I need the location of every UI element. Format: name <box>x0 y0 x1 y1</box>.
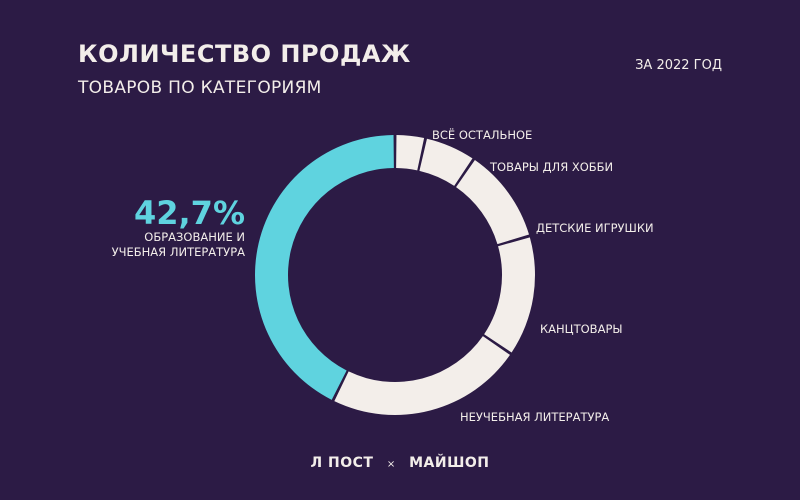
slice-highlight <box>255 135 394 400</box>
slice-label-hobby: ТОВАРЫ ДЛЯ ХОББИ <box>490 160 614 174</box>
slice-label-stationery: КАНЦТОВАРЫ <box>540 322 623 336</box>
footer-brands: Л ПОСТ × МАЙШОП <box>0 455 800 471</box>
brand-right-logo: МАЙШОП <box>409 455 490 471</box>
chart-title: КОЛИЧЕСТВО ПРОДАЖ <box>78 40 411 68</box>
slice-toys <box>456 160 530 245</box>
slice-stationery <box>484 237 535 353</box>
slice-fiction <box>334 336 510 416</box>
period-label: ЗА 2022 ГОД <box>635 58 722 73</box>
slice-label-other: ВСЁ ОСТАЛЬНОЕ <box>432 128 533 142</box>
chart-subtitle: ТОВАРОВ ПО КАТЕГОРИЯМ <box>78 78 322 98</box>
brand-separator: × <box>386 459 396 470</box>
slice-label-toys: ДЕТСКИЕ ИГРУШКИ <box>536 221 654 235</box>
slice-hobby <box>419 138 473 186</box>
brand-left-logo: Л ПОСТ <box>310 455 374 471</box>
slice-label-fiction: НЕУЧЕБНАЯ ЛИТЕРАТУРА <box>460 410 610 424</box>
highlight-label: ОБРАЗОВАНИЕ И УЧЕБНАЯ ЛИТЕРАТУРА <box>55 230 245 260</box>
slice-other <box>396 135 425 171</box>
highlight-label-line1: ОБРАЗОВАНИЕ И <box>144 230 245 244</box>
highlight-label-line2: УЧЕБНАЯ ЛИТЕРАТУРА <box>111 245 245 259</box>
highlight-percent: 42,7% <box>133 194 245 232</box>
